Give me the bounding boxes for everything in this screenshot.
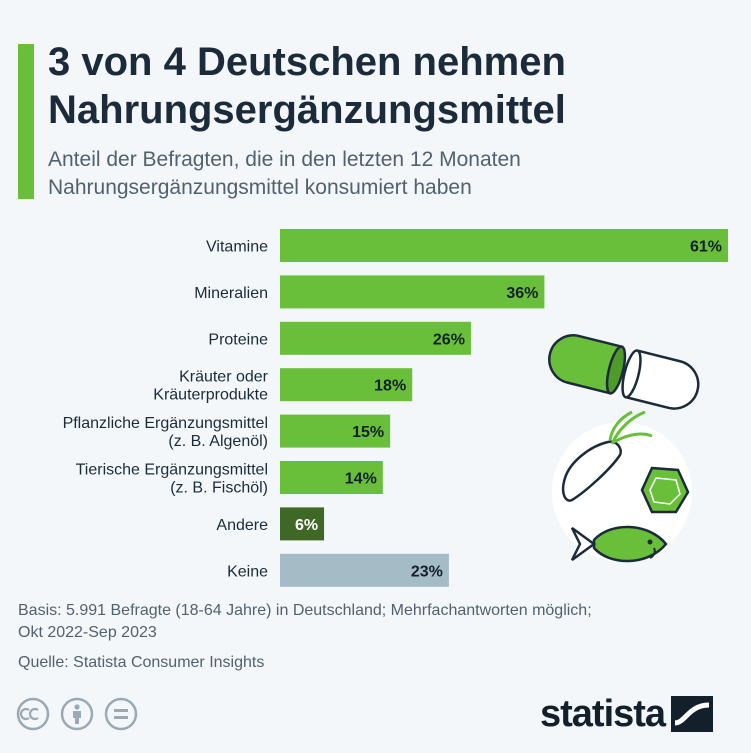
category-label-5: Tierische Ergänzungsmittel (z. B. Fischöl… [76, 462, 268, 497]
license-icons [16, 697, 138, 731]
bar-2 [280, 321, 471, 355]
bar-1 [280, 275, 545, 309]
value-label-5: 14% [345, 471, 377, 488]
cc-icon[interactable] [16, 697, 50, 731]
value-label-0: 61% [690, 239, 722, 256]
fish-icon [570, 525, 668, 563]
title-accent-bar [18, 44, 34, 199]
by-icon[interactable] [60, 697, 94, 731]
bars-group: 61% Vitamine 36% Mineralien 26% Proteine 18% Kr… [63, 229, 728, 587]
bar-5 [280, 461, 383, 494]
category-label-0: Vitamine [206, 239, 268, 256]
value-label-6: 6% [295, 517, 318, 534]
statista-logo[interactable]: statista [540, 693, 714, 735]
bar-4 [280, 414, 391, 448]
category-label-1: Mineralien [194, 285, 268, 302]
value-label-2: 26% [433, 331, 465, 348]
capsule-icon [548, 334, 700, 410]
value-label-1: 36% [506, 285, 538, 302]
carrot-icon [561, 410, 653, 502]
supplement-illustration [548, 334, 700, 563]
chart-subtitle: Anteil der Befragten, die in den letzten… [48, 148, 521, 199]
category-label-4: Pflanzliche Ergänzungsmittel (z. B. Algen… [63, 415, 268, 450]
value-label-7: 23% [411, 563, 443, 580]
basis-note: Basis: 5.991 Befragte (18-64 Jahre) in D… [18, 600, 738, 644]
bar-7 [280, 553, 449, 587]
category-label-6: Andere [216, 517, 268, 534]
statista-logo-icon [671, 696, 714, 732]
chart-footer: Basis: 5.991 Befragte (18-64 Jahre) in D… [18, 600, 738, 674]
mineral-crystal-icon [640, 466, 690, 514]
bar-0 [280, 229, 728, 262]
source-note: Quelle: Statista Consumer Insights [18, 654, 265, 671]
basis-line-1: Basis: 5.991 Befragte (18-64 Jahre) in D… [18, 602, 592, 619]
category-label-2: Proteine [208, 331, 268, 348]
nd-icon[interactable] [104, 697, 138, 731]
bar-chart: 61% Vitamine 36% Mineralien 26% Proteine 18% Kr… [63, 229, 728, 587]
category-label-7: Keine [227, 563, 268, 580]
chart-title: 3 von 4 Deutschen nehmen Nahrungsergänzu… [48, 40, 566, 132]
category-label-3: Kräuter oder Kräuterprodukte [153, 369, 268, 404]
value-label-4: 15% [352, 424, 384, 441]
bar-3 [280, 368, 413, 402]
value-label-3: 18% [374, 378, 406, 395]
basis-line-2: Okt 2022-Sep 2023 [18, 624, 157, 641]
logo-text: statista [540, 693, 666, 735]
bar-6 [280, 507, 325, 541]
